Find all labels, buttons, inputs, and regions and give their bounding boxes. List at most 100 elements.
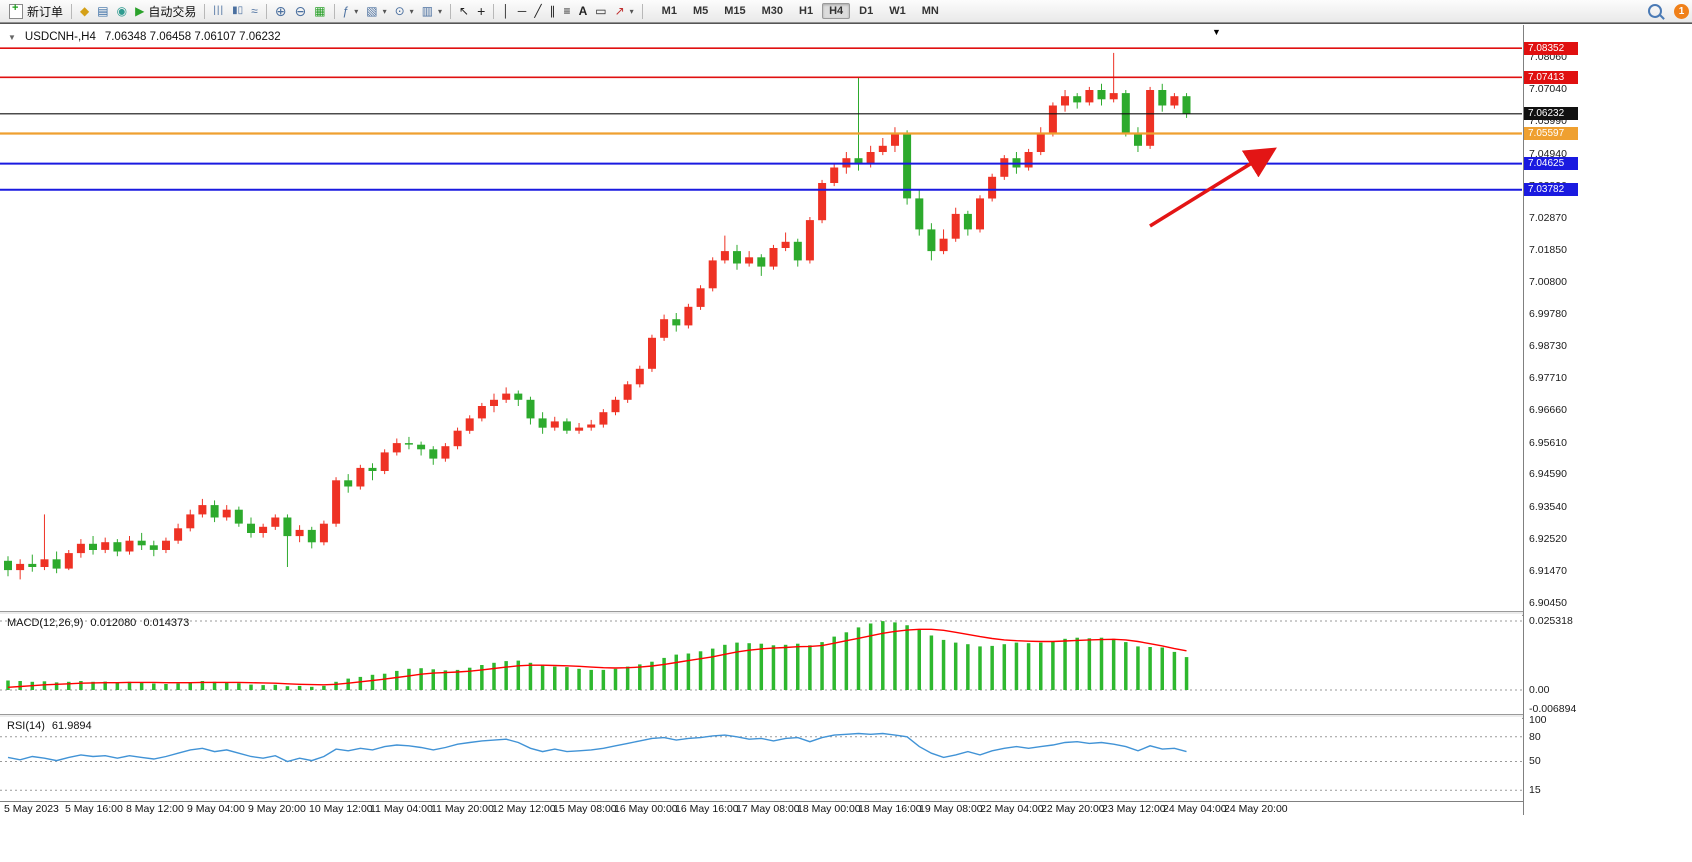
horizontal-line-tool-button[interactable]: ─ xyxy=(514,2,531,21)
macd-signal-line xyxy=(7,628,1187,688)
arrows-tool-button[interactable]: ↗ ▾ xyxy=(611,2,638,21)
time-tick-label: 9 May 20:00 xyxy=(248,803,306,815)
toolbar-separator xyxy=(204,3,206,19)
auto-trading-label: 自动交易 xyxy=(148,4,197,19)
timeframe-button-mn[interactable]: MN xyxy=(921,5,939,17)
axis-tick-label: 6.98730 xyxy=(1529,340,1567,353)
ohlc-values: 7.06348 7.06458 7.06107 7.06232 xyxy=(104,31,281,43)
market-watch-icon: ◆ xyxy=(80,4,90,18)
time-tick-label: 19 May 08:00 xyxy=(919,803,983,815)
horizontal-line-icon: ─ xyxy=(517,4,527,18)
indicators-button[interactable]: ƒ ▾ xyxy=(339,2,363,21)
label-tool-button[interactable]: ▭ xyxy=(591,2,610,21)
rsi-chart[interactable] xyxy=(0,717,1522,801)
timeframe-button-w1[interactable]: W1 xyxy=(889,5,906,17)
axis-tick-label: 6.96660 xyxy=(1529,404,1567,417)
templates-button[interactable]: ▥ ▾ xyxy=(418,2,446,21)
time-axis[interactable]: 5 May 2023 5 May 16:00 8 May 12:00 9 May 04… xyxy=(0,801,1523,816)
timeframe-button-m30[interactable]: M30 xyxy=(761,5,784,17)
time-tick-label: 18 May 00:00 xyxy=(797,803,861,815)
auto-trading-button[interactable]: ▶ 自动交易 xyxy=(131,2,200,21)
toolbar-separator xyxy=(641,3,643,19)
terminal-button[interactable]: ◉ xyxy=(113,2,131,21)
timeframe-button-m5[interactable]: M5 xyxy=(692,5,709,17)
chart-bars-button[interactable]: ||| xyxy=(209,2,228,21)
time-tick-label: 22 May 20:00 xyxy=(1041,803,1105,815)
macd-chart[interactable] xyxy=(0,614,1522,714)
time-tick-label: 15 May 08:00 xyxy=(553,803,617,815)
new-chart-button[interactable]: ▧ ▾ xyxy=(362,2,390,21)
axis-tick-label: 6.93540 xyxy=(1529,500,1567,513)
axis-tick-label: 7.04940 xyxy=(1529,147,1567,160)
fibonacci-tool-button[interactable]: ≡ xyxy=(560,2,575,21)
trendline-icon: ╱ xyxy=(534,4,542,18)
chevron-down-icon: ▾ xyxy=(409,6,414,16)
chart-window: ▼ USDCNH-,H4 7.06348 7.06458 7.06107 7.0… xyxy=(0,23,1692,862)
time-tick-label: 10 May 12:00 xyxy=(309,803,373,815)
periods-button[interactable]: ⊙ ▾ xyxy=(391,2,418,21)
tile-windows-button[interactable]: ▦ xyxy=(310,2,329,21)
time-tick-label: 8 May 12:00 xyxy=(126,803,184,815)
trendline-tool-button[interactable]: ╱ xyxy=(530,2,545,21)
time-tick-label: 12 May 12:00 xyxy=(492,803,556,815)
axis-tick-label: 6.94590 xyxy=(1529,468,1567,481)
candlestick-chart-icon: ▮▯ xyxy=(232,5,244,16)
time-tick-label: 9 May 04:00 xyxy=(187,803,245,815)
price-chart[interactable] xyxy=(0,25,1522,611)
navigator-button[interactable]: ▤ xyxy=(93,2,112,21)
rsi-line xyxy=(7,732,1187,763)
market-watch-button[interactable]: ◆ xyxy=(76,2,93,21)
toolbar-right-group: 1 xyxy=(1648,3,1692,19)
time-tick-label: 11 May 20:00 xyxy=(431,803,494,815)
macd-name: MACD(12,26,9) xyxy=(7,617,84,629)
axis-tick-label: 7.00800 xyxy=(1529,276,1567,289)
timeframe-button-m1[interactable]: M1 xyxy=(661,5,677,17)
chevron-down-icon: ▾ xyxy=(438,6,443,16)
text-tool-icon: A xyxy=(578,4,588,18)
notification-badge[interactable]: 1 xyxy=(1674,3,1689,19)
time-tick-label: 23 May 12:00 xyxy=(1102,803,1166,815)
price-badge: 7.07413 xyxy=(1524,70,1578,84)
toolbar-separator xyxy=(71,3,73,19)
one-click-trading-toggle[interactable]: ▼ xyxy=(8,32,16,42)
arrow-tool-icon: ↗ xyxy=(614,4,625,18)
text-tool-button[interactable]: A xyxy=(575,2,592,21)
timeframe-button-m15[interactable]: M15 xyxy=(724,5,746,17)
axis-tick-label: -0.006894 xyxy=(1529,702,1577,715)
timeframe-group: M1 M5 M15 M30 H1 H4 D1 W1 MN xyxy=(655,3,946,19)
timeframe-button-h1[interactable]: H1 xyxy=(799,5,814,17)
price-badge: 7.03782 xyxy=(1524,183,1578,197)
timeframe-button-h4[interactable]: H4 xyxy=(822,3,851,19)
axis-tick-label: 6.90450 xyxy=(1529,596,1567,609)
new-chart-icon: ▧ xyxy=(366,4,378,18)
rsi-label: RSI(14) 61.9894 xyxy=(7,720,92,732)
chevron-down-icon: ▾ xyxy=(354,6,359,16)
zoom-in-button[interactable]: ⊕ xyxy=(271,2,291,21)
time-tick-label: 16 May 16:00 xyxy=(675,803,739,815)
terminal-icon: ◉ xyxy=(116,4,128,18)
cursor-button[interactable]: ↖ xyxy=(455,2,473,21)
channel-icon: ∥ xyxy=(549,4,556,18)
chart-line-button[interactable]: ≈ xyxy=(247,2,262,21)
chart-candles-button[interactable]: ▮▯ xyxy=(228,2,247,21)
main-toolbar: 新订单 ◆ ▤ ◉ ▶ 自动交易 ||| ▮▯ ≈ ⊕ ⊖ ▦ ƒ▾ ▧▾ ⊙▾… xyxy=(0,0,1692,23)
new-order-label: 新订单 xyxy=(27,4,64,19)
zoom-out-button[interactable]: ⊖ xyxy=(290,2,310,21)
time-tick-label: 11 May 04:00 xyxy=(370,803,433,815)
price-axis[interactable]: 7.080607.070407.059907.049407.038907.028… xyxy=(1523,25,1692,815)
time-tick-label: 18 May 16:00 xyxy=(858,803,922,815)
indicators-icon: ƒ xyxy=(342,4,350,18)
macd-label: MACD(12,26,9) 0.012080 0.014373 xyxy=(7,617,189,629)
crosshair-button[interactable]: + xyxy=(473,2,489,21)
time-tick-label: 24 May 20:00 xyxy=(1224,803,1288,815)
time-tick-label: 5 May 16:00 xyxy=(65,803,123,815)
search-icon[interactable] xyxy=(1648,4,1662,18)
channel-tool-button[interactable]: ∥ xyxy=(546,2,560,21)
toolbar-separator xyxy=(265,3,267,19)
vertical-line-tool-button[interactable]: │ xyxy=(498,2,514,21)
timeframe-button-d1[interactable]: D1 xyxy=(859,5,874,17)
symbol-label: USDCNH-,H4 xyxy=(24,31,96,43)
trend-arrow-annotation[interactable] xyxy=(1149,147,1277,228)
new-order-button[interactable]: 新订单 xyxy=(5,2,67,21)
chart-shift-marker[interactable]: ▼ xyxy=(1212,27,1221,37)
